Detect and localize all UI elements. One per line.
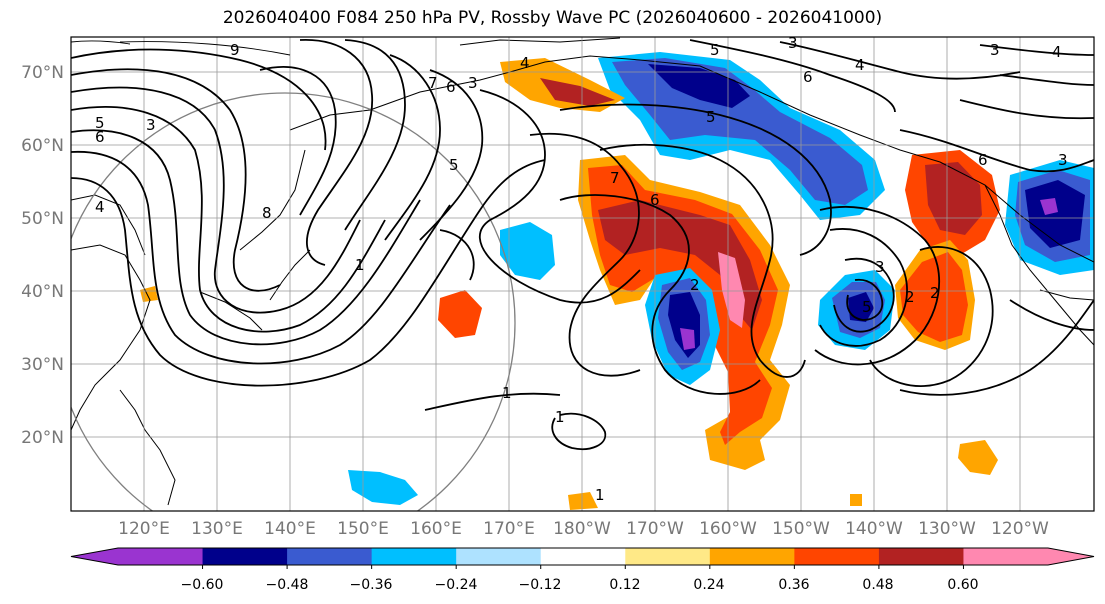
lat-label: 40°N (21, 282, 64, 302)
colorbar-tick-label: 0.12 (609, 577, 640, 593)
colorbar-segment (794, 548, 880, 565)
contour-label: 6 (978, 151, 988, 169)
contour-label: 5 (710, 41, 720, 59)
contour-label: 3 (468, 74, 478, 92)
rossby-wave-shading (140, 52, 1094, 510)
colorbar-segment (540, 548, 626, 565)
contour-label: 3 (788, 34, 798, 52)
colorbar-tick-label: −0.60 (181, 577, 224, 593)
lon-label: 140°E (264, 519, 316, 539)
lon-label: 160°E (410, 519, 462, 539)
colorbar-segment (202, 548, 288, 565)
lon-label: 170°W (626, 519, 684, 539)
contour-label: 4 (520, 54, 530, 72)
colorbar-tick-label: −0.24 (435, 577, 478, 593)
negative-anomaly-dateline (500, 222, 555, 280)
contour-label: 4 (855, 56, 865, 74)
colorbar-tick-label: −0.48 (266, 577, 309, 593)
lat-label: 20°N (21, 428, 64, 448)
contour-label: 1 (555, 408, 565, 426)
colorbar-tick-label: −0.12 (519, 577, 562, 593)
longitude-labels: 120°E 130°E 140°E 150°E 160°E 170°E 180°… (118, 519, 1049, 539)
colorbar-segment (709, 548, 795, 565)
contour-labels: 9 5 6 3 4 8 7 6 5 3 1 1 1 4 7 6 5 3 6 4 … (95, 34, 1068, 504)
contour-label: 5 (706, 108, 716, 126)
lon-label: 170°E (483, 519, 535, 539)
graticule (71, 37, 1094, 511)
colorbar-segment (118, 548, 204, 565)
lat-label: 70°N (21, 63, 64, 83)
colorbar-extend-low (71, 548, 118, 565)
colorbar-segment (625, 548, 711, 565)
colorbar-segment (456, 548, 542, 565)
lon-label: 120°E (118, 519, 170, 539)
reference-circle (71, 92, 516, 511)
colorbar-extend-high (1048, 548, 1094, 565)
colorbar-labels: −0.60 −0.48 −0.36 −0.24 −0.12 0.12 0.24 … (181, 577, 979, 593)
positive-anomaly-small (438, 290, 482, 338)
colorbar-segment (878, 548, 964, 565)
contour-label: 8 (262, 204, 272, 222)
contour-label: 3 (990, 41, 1000, 59)
contour-label: 4 (1052, 43, 1062, 61)
colorbar-tick-label: 0.48 (862, 577, 893, 593)
colorbar-tick-label: 0.60 (947, 577, 978, 593)
contour-label: 3 (146, 116, 156, 134)
contour-label: 6 (446, 78, 456, 96)
contour-label: 1 (355, 256, 365, 274)
contour-label: 3 (875, 258, 885, 276)
contour-label: 2 (905, 288, 915, 306)
map-frame (70, 36, 1095, 512)
contour-label: 2 (690, 276, 700, 294)
contour-label: 5 (449, 156, 459, 174)
colorbar-outline (70, 547, 1095, 566)
map-plot-area: 9 5 6 3 4 8 7 6 5 3 1 1 1 4 7 6 5 3 6 4 … (71, 34, 1094, 511)
contour-label: 9 (230, 41, 240, 59)
contour-label: 6 (95, 128, 105, 146)
lon-label: 130°W (918, 519, 976, 539)
pv-contours-thin (71, 40, 291, 56)
contour-label: 3 (1058, 151, 1068, 169)
colorbar-segment (287, 548, 373, 565)
lon-label: 130°E (191, 519, 243, 539)
lon-label: 150°E (337, 519, 389, 539)
lat-label: 60°N (21, 136, 64, 156)
lon-label: 120°W (991, 519, 1049, 539)
contour-label: 1 (595, 486, 605, 504)
contour-label: 7 (428, 74, 438, 92)
contour-label: 1 (502, 384, 512, 402)
colorbar-tick-label: 0.36 (778, 577, 809, 593)
colorbar-segment (371, 548, 457, 565)
contour-label: 2 (930, 284, 940, 302)
colorbar-tick-label: −0.36 (350, 577, 393, 593)
map-title: 2026040400 F084 250 hPa PV, Rossby Wave … (222, 8, 883, 28)
contour-label: 5 (862, 298, 872, 316)
coastlines (71, 37, 1094, 506)
contour-label: 4 (95, 198, 105, 216)
colorbar-segment (963, 548, 1049, 565)
lon-label: 150°W (772, 519, 830, 539)
lon-label: 160°W (699, 519, 757, 539)
contour-label: 6 (650, 191, 660, 209)
colorbar-tick-label: 0.24 (693, 577, 724, 593)
lat-label: 30°N (21, 355, 64, 375)
lon-label: 180°W (553, 519, 611, 539)
latitude-labels: 70°N 60°N 50°N 40°N 30°N 20°N (21, 63, 64, 448)
colorbar (70, 547, 1095, 569)
pv-contours (71, 39, 1094, 450)
lat-label: 50°N (21, 209, 64, 229)
contour-label: 7 (610, 169, 620, 187)
contour-label: 5 (95, 114, 105, 132)
contour-label: 6 (803, 68, 813, 86)
lon-label: 140°W (845, 519, 903, 539)
